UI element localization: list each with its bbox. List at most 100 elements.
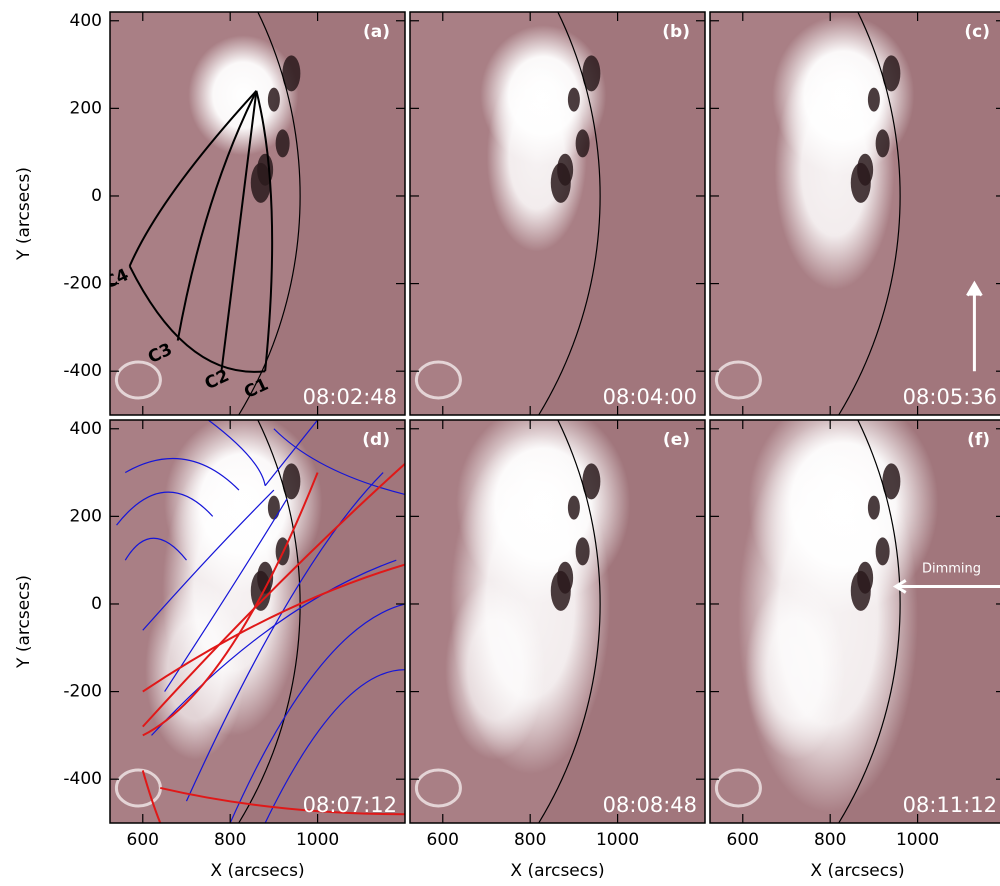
dark-patch: [275, 129, 290, 158]
off-limb: [538, 420, 705, 823]
panel: (e) 08:08:48: [410, 420, 705, 823]
panel-frame: [409, 419, 706, 824]
y-axis-label: Y (arcsecs): [14, 575, 34, 669]
solar-limb: [538, 420, 601, 823]
dark-patch: [550, 570, 571, 611]
off-limb: [238, 12, 405, 415]
dark-patch: [250, 162, 271, 203]
field-line: [273, 428, 405, 496]
x-tick-label: 800: [814, 830, 846, 850]
panel-label: (c): [964, 22, 990, 42]
dark-patch: [582, 55, 601, 92]
y-tick-label: 400: [70, 11, 102, 31]
dark-patch: [250, 570, 271, 611]
x-tick-label: 1000: [596, 830, 639, 850]
time-label: 08:07:12: [303, 793, 397, 817]
panel-frame: [109, 419, 406, 824]
panel-label: (b): [662, 22, 690, 42]
field-line: [185, 472, 384, 802]
cut-line: [220, 90, 258, 372]
x-tick-label: 1000: [896, 830, 939, 850]
open-field-line: [142, 472, 319, 737]
flare-emission: [188, 35, 299, 156]
x-axis-label: X (arcsecs): [210, 861, 304, 881]
field-line: [124, 537, 187, 561]
field-line: [124, 457, 240, 491]
dark-patch: [282, 463, 301, 500]
panel-label: (f): [967, 430, 990, 450]
x-tick-label: 600: [427, 830, 459, 850]
dark-patch: [575, 537, 590, 566]
dark-patch: [567, 87, 580, 112]
x-tick-label: 600: [127, 830, 159, 850]
y-tick-label: 200: [70, 98, 102, 118]
dark-patch: [582, 463, 601, 500]
time-label: 08:02:48: [303, 385, 397, 409]
field-line: [142, 489, 275, 631]
open-field-line: [142, 463, 405, 728]
active-region: [414, 360, 462, 400]
cut-line: [176, 90, 258, 341]
panel: Dimming (f) 08:11:12: [710, 420, 1000, 823]
panel-frame: [709, 11, 1000, 416]
panel-label: (a): [363, 22, 390, 42]
dark-patch: [867, 87, 880, 112]
dark-patch: [267, 495, 280, 520]
dark-patch: [850, 570, 871, 611]
time-label: 08:11:12: [903, 793, 997, 817]
y-tick-label: 0: [91, 186, 102, 206]
off-limb: [238, 420, 405, 823]
active-region: [714, 360, 762, 400]
off-limb: [538, 12, 705, 415]
off-limb: [838, 12, 1000, 415]
solar-limb: [838, 420, 901, 823]
y-tick-label: 400: [70, 419, 102, 439]
arrow: [966, 280, 983, 372]
dark-patch: [867, 495, 880, 520]
field-line: [264, 420, 319, 487]
panel-label: (d): [362, 430, 390, 450]
dark-patch: [850, 162, 871, 203]
panel: (d) 08:07:12: [110, 420, 405, 823]
cut-line: [128, 90, 258, 267]
time-label: 08:05:36: [903, 385, 997, 409]
y-tick-label: -200: [63, 274, 102, 294]
y-tick-label: 200: [70, 506, 102, 526]
dimming-label: Dimming: [922, 561, 981, 576]
y-tick-label: -400: [63, 361, 102, 381]
field-line: [116, 491, 214, 526]
x-tick-label: 1000: [296, 830, 339, 850]
dark-patch: [282, 55, 301, 92]
time-label: 08:04:00: [603, 385, 697, 409]
brightening: [745, 579, 846, 760]
sector-arc: [128, 265, 266, 373]
field-line: [264, 669, 405, 823]
panel-frame: [109, 11, 406, 416]
eruption-front: [486, 61, 587, 252]
field-line: [151, 559, 397, 736]
solar-limb: [838, 12, 901, 415]
dark-patch: [882, 463, 901, 500]
brightening: [445, 579, 546, 760]
time-label: 08:08:48: [603, 793, 697, 817]
panel-label: (e): [663, 430, 690, 450]
x-tick-label: 600: [727, 830, 759, 850]
open-field-line: [142, 563, 405, 693]
dark-patch: [550, 162, 571, 203]
y-tick-label: -200: [63, 682, 102, 702]
dark-patch: [267, 87, 280, 112]
solar-limb: [238, 420, 301, 823]
panel-frame: [709, 419, 1000, 824]
open-field-line: [160, 786, 405, 816]
panel-frame: [409, 11, 706, 416]
y-tick-label: 0: [91, 594, 102, 614]
y-tick-label: -400: [63, 769, 102, 789]
cut-line: [255, 90, 274, 372]
dark-patch: [567, 495, 580, 520]
open-field-line: [141, 770, 162, 823]
dark-patch: [875, 537, 890, 566]
x-tick-label: 800: [514, 830, 546, 850]
dark-patch: [575, 129, 590, 158]
arrow: [892, 579, 1000, 594]
